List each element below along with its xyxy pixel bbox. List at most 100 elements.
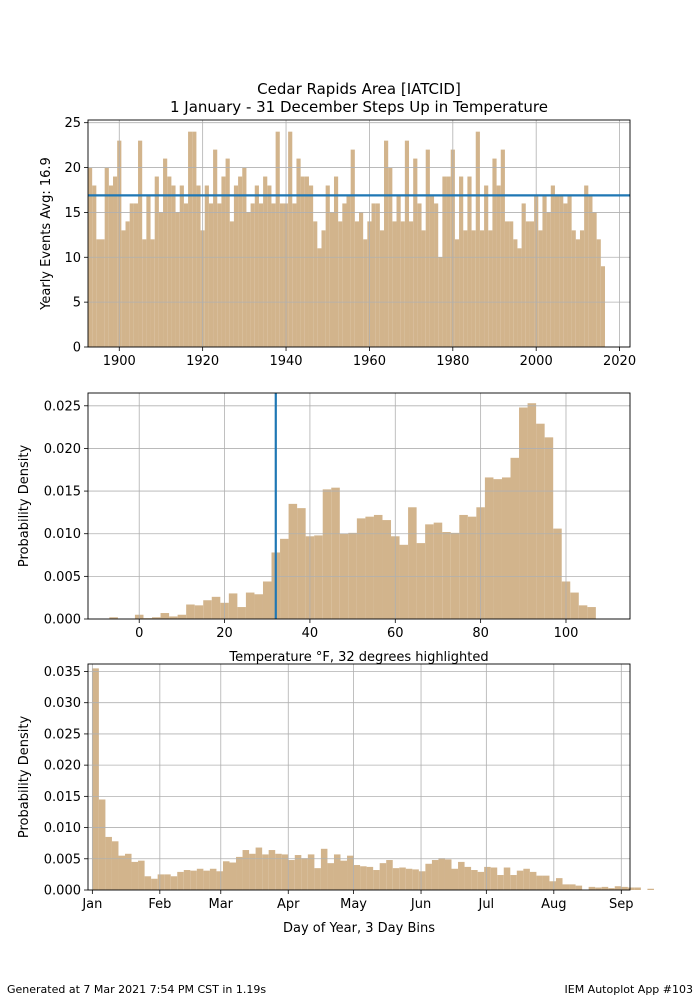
bar-0-38: [246, 212, 251, 347]
bar-2-10: [157, 874, 165, 890]
bar-2-1: [98, 799, 106, 890]
bar-1-25: [322, 489, 332, 619]
bar-2-72: [562, 884, 570, 890]
bar-1-21: [288, 503, 298, 619]
bar-0-33: [225, 158, 230, 347]
bar-0-91: [467, 176, 472, 347]
bar-0-92: [471, 230, 476, 347]
bar-0-29: [208, 203, 214, 347]
bar-0-58: [329, 212, 334, 347]
bar-0-6: [113, 176, 118, 347]
bar-2-18: [209, 868, 217, 890]
bar-2-52: [431, 860, 439, 890]
bar-0-79: [417, 203, 422, 347]
bar-1-47: [510, 457, 520, 619]
bar-0-56: [321, 230, 326, 347]
bar-0-54: [313, 221, 318, 347]
y-axis-label: Probability Density: [17, 716, 32, 839]
y-axis-label: Probability Density: [17, 445, 32, 568]
bar-2-16: [196, 868, 204, 890]
bar-0-82: [429, 194, 435, 347]
y-tick-label: 25: [64, 116, 81, 131]
bar-2-7: [138, 860, 145, 890]
bar-1-31: [373, 514, 383, 619]
bar-0-34: [229, 221, 234, 347]
bar-0-121: [592, 212, 597, 347]
bar-2-20: [222, 861, 230, 890]
bar-1-22: [297, 508, 306, 619]
y-tick-label: 0.010: [44, 527, 81, 542]
bar-0-2: [96, 239, 101, 347]
bar-1-40: [450, 532, 460, 619]
bar-0-94: [479, 230, 485, 347]
bar-2-44: [379, 863, 387, 890]
x-tick-label: 1920: [186, 354, 219, 369]
y-tick-label: 0.020: [44, 442, 81, 457]
bar-0-80: [421, 230, 426, 347]
y-tick-label: 20: [64, 161, 81, 176]
y-tick-label: 0.005: [44, 852, 81, 867]
x-axis-label: Temperature °F, 32 degrees highlighted: [228, 650, 488, 665]
bar-0-5: [108, 185, 114, 347]
bar-2-81: [621, 886, 628, 890]
bar-2-38: [340, 860, 348, 890]
x-tick-label: 1940: [269, 354, 302, 369]
bar-0-20: [171, 185, 176, 347]
x-tick-label: May: [340, 897, 367, 912]
bar-0-40: [254, 185, 259, 347]
bar-2-85: [647, 888, 654, 890]
bar-0-89: [459, 176, 464, 347]
bar-1-54: [570, 592, 579, 619]
bar-2-8: [144, 876, 152, 890]
bar-2-79: [608, 888, 615, 890]
y-axis-label: Yearly Events Avg: 16.9: [39, 157, 54, 311]
y-tick-label: 0.010: [44, 821, 81, 836]
bar-2-12: [170, 876, 178, 890]
x-tick-label: Feb: [148, 897, 171, 912]
bar-0-75: [400, 221, 405, 347]
bar-2-37: [333, 854, 341, 890]
bar-0-3: [100, 239, 105, 347]
bar-0-103: [517, 248, 522, 347]
bar-2-26: [262, 854, 269, 890]
bar-0-115: [567, 194, 572, 347]
bar-2-6: [131, 861, 139, 890]
bar-2-70: [549, 881, 556, 890]
bar-2-53: [438, 858, 445, 890]
bar-1-48: [519, 407, 528, 619]
bar-1-12: [211, 596, 221, 619]
bar-0-59: [333, 176, 339, 347]
bar-0-71: [384, 140, 389, 347]
bar-0-93: [475, 131, 480, 347]
bar-1-56: [587, 607, 596, 619]
bar-2-83: [634, 887, 641, 890]
bar-1-46: [501, 477, 511, 619]
bar-2-68: [536, 875, 543, 890]
bar-0-85: [442, 176, 447, 347]
bar-1-15: [237, 607, 246, 619]
bar-0-90: [463, 230, 468, 347]
bar-2-5: [125, 853, 132, 890]
x-tick-label: 20: [216, 626, 233, 641]
bar-2-59: [477, 871, 485, 890]
bar-0-23: [183, 203, 189, 347]
bar-0-114: [563, 203, 568, 347]
bar-0-35: [233, 185, 239, 347]
bar-0-74: [396, 194, 401, 347]
bar-1-10: [194, 605, 204, 619]
bar-2-63: [503, 867, 511, 890]
bar-0-21: [175, 212, 180, 347]
bar-0-53: [308, 185, 314, 347]
bar-0-25: [192, 131, 197, 347]
x-tick-label: 80: [472, 626, 489, 641]
bar-2-64: [510, 875, 517, 890]
bar-0-69: [375, 203, 380, 347]
bar-2-76: [588, 886, 596, 890]
bar-2-23: [242, 850, 250, 890]
bar-0-51: [300, 176, 305, 347]
bar-0-36: [238, 176, 243, 347]
bar-0-106: [529, 221, 535, 347]
bar-0-99: [500, 149, 505, 347]
bar-2-36: [327, 863, 334, 890]
